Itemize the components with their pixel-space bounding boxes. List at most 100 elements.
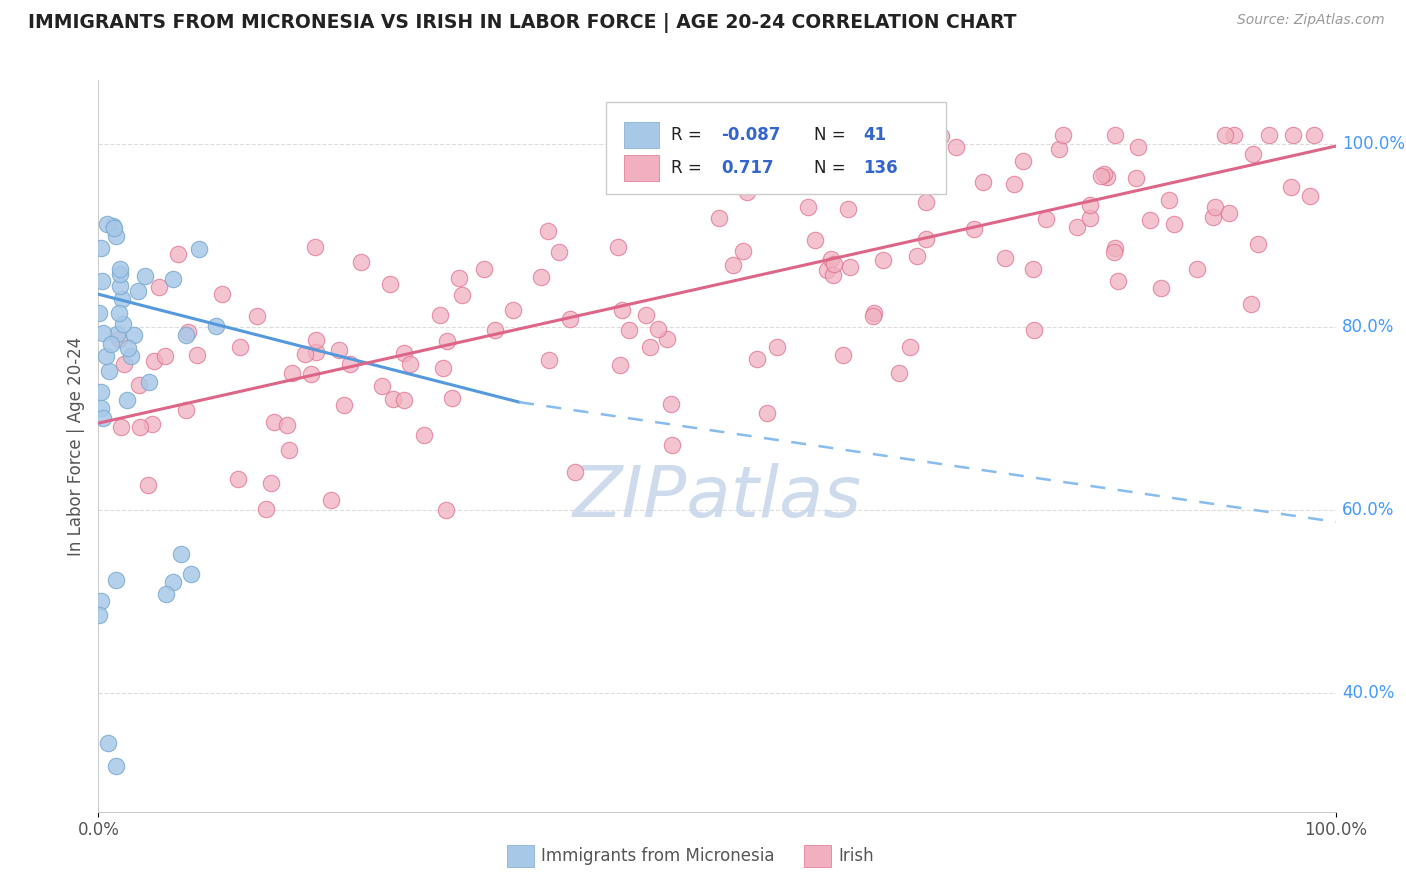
Point <box>731 244 754 259</box>
Point <box>1185 261 1208 276</box>
Point <box>229 340 252 354</box>
Text: 80.0%: 80.0% <box>1341 318 1395 336</box>
Point <box>797 200 820 214</box>
Point <box>530 270 553 285</box>
Point <box>127 284 149 298</box>
Point <box>122 328 145 343</box>
Point <box>1035 211 1057 226</box>
Point <box>862 309 884 323</box>
Point <box>246 310 269 324</box>
Point <box>735 186 758 200</box>
Point <box>170 547 193 561</box>
Text: R =: R = <box>671 126 707 145</box>
Point <box>905 249 928 263</box>
Point <box>993 251 1015 265</box>
Point <box>96 218 118 232</box>
Point <box>972 175 994 189</box>
Point <box>153 349 176 363</box>
Bar <box>506 845 534 867</box>
Point <box>381 392 404 406</box>
Point <box>117 341 139 355</box>
Point <box>413 428 436 442</box>
Point <box>436 334 458 348</box>
Point <box>90 241 112 255</box>
Point <box>90 385 112 400</box>
Point <box>915 194 938 209</box>
Point <box>659 397 682 411</box>
Text: 60.0%: 60.0% <box>1341 501 1395 519</box>
Point <box>90 274 112 288</box>
Point <box>103 221 125 235</box>
Point <box>472 261 495 276</box>
Text: Source: ZipAtlas.com: Source: ZipAtlas.com <box>1237 13 1385 28</box>
Point <box>449 270 471 285</box>
Point <box>174 328 197 343</box>
Point <box>305 345 328 359</box>
Point <box>429 308 451 322</box>
Point <box>610 302 633 317</box>
Point <box>304 240 326 254</box>
Text: R =: R = <box>671 159 707 177</box>
Point <box>108 279 131 293</box>
Point <box>167 247 190 261</box>
Point <box>721 258 744 272</box>
Point <box>831 348 853 362</box>
Point <box>945 140 967 154</box>
Point <box>1052 128 1074 143</box>
Point <box>278 443 301 458</box>
Point <box>108 262 131 277</box>
Point <box>1126 140 1149 154</box>
Point <box>105 229 128 244</box>
Point <box>1202 210 1225 224</box>
Point <box>1066 220 1088 235</box>
Point <box>756 406 779 420</box>
Point <box>1279 179 1302 194</box>
Point <box>100 337 122 351</box>
Text: Immigrants from Micronesia: Immigrants from Micronesia <box>541 847 775 864</box>
Point <box>1107 274 1129 288</box>
Point <box>254 501 277 516</box>
Point <box>105 326 128 341</box>
Point <box>915 232 938 246</box>
Point <box>929 128 952 143</box>
Point <box>115 392 138 407</box>
Point <box>558 311 581 326</box>
Point <box>136 478 159 492</box>
Point <box>1157 194 1180 208</box>
Point <box>110 420 132 434</box>
Point <box>538 353 561 368</box>
Text: 40.0%: 40.0% <box>1341 684 1395 702</box>
Point <box>1204 200 1226 214</box>
Point <box>398 357 420 371</box>
Point <box>432 360 454 375</box>
Point <box>350 255 373 269</box>
Text: N =: N = <box>814 159 851 177</box>
Bar <box>624 122 659 148</box>
Point <box>155 587 177 601</box>
Point <box>162 271 184 285</box>
Point <box>104 573 127 587</box>
Point <box>333 398 356 412</box>
Point <box>1213 128 1236 143</box>
Point <box>502 302 524 317</box>
Point <box>371 379 394 393</box>
Point <box>1150 281 1173 295</box>
Point <box>94 350 117 364</box>
Point <box>1022 323 1045 337</box>
Point <box>606 240 628 254</box>
Bar <box>624 155 659 181</box>
Point <box>1104 128 1126 143</box>
Point <box>537 224 560 238</box>
Point <box>91 411 114 425</box>
Point <box>142 353 165 368</box>
Point <box>111 293 134 307</box>
Point <box>294 347 316 361</box>
Point <box>614 163 637 178</box>
Point <box>1139 213 1161 227</box>
Point <box>1078 211 1101 225</box>
Point <box>105 759 128 773</box>
Point <box>1163 217 1185 231</box>
Point <box>1095 170 1118 185</box>
Point <box>837 202 859 216</box>
Text: 100.0%: 100.0% <box>1341 136 1405 153</box>
